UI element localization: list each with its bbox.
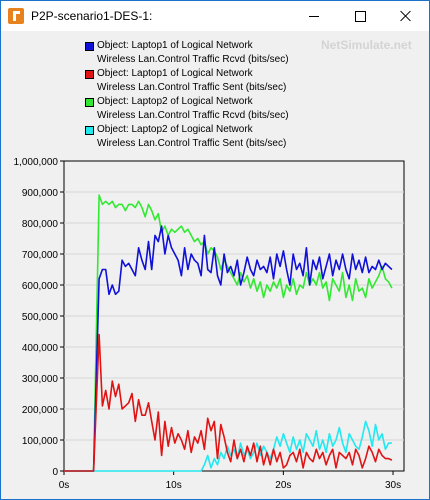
y-tick-label: 800,000: [22, 219, 59, 230]
y-tick-label: 200,000: [22, 405, 59, 416]
x-tick-label: 20s: [275, 480, 291, 491]
legend-series-metric: Wireless Lan.Control Traffic Sent (bits/…: [97, 138, 287, 149]
legend-swatch-blue: [85, 42, 94, 51]
series-line: [64, 333, 393, 472]
series-line: [64, 225, 393, 472]
legend-series-name: Object: Laptop1 of Logical Network: [97, 68, 253, 79]
x-tick-label: 30s: [385, 480, 401, 491]
y-tick-label: 600,000: [22, 281, 59, 292]
legend-series-name: Object: Laptop1 of Logical Network: [97, 40, 253, 51]
legend-series-name: Object: Laptop2 of Logical Network: [97, 96, 253, 107]
y-tick-label: 0: [52, 467, 58, 478]
y-tick-label: 100,000: [22, 436, 59, 447]
legend-series-metric: Wireless Lan.Control Traffic Rcvd (bits/…: [97, 54, 289, 65]
y-tick-label: 500,000: [22, 312, 59, 323]
legend-swatch-red: [85, 70, 94, 79]
legend-swatch-cyan: [85, 126, 94, 135]
legend-series-metric: Wireless Lan.Control Traffic Rcvd (bits/…: [97, 110, 289, 121]
maximize-button[interactable]: [337, 1, 383, 31]
series-line: [64, 420, 392, 472]
watermark: NetSimulate.net: [321, 38, 412, 52]
y-tick-label: 900,000: [22, 188, 59, 199]
y-tick-label: 1,000,000: [14, 157, 59, 168]
minimize-icon: [309, 15, 319, 17]
x-tick-label: 10s: [166, 480, 182, 491]
app-icon: [8, 8, 24, 24]
title-bar[interactable]: P2P-scenario1-DES-1:: [1, 1, 429, 31]
x-tick-label: 0s: [59, 480, 70, 491]
legend-swatch-green: [85, 98, 94, 107]
y-tick-label: 700,000: [22, 250, 59, 261]
minimize-button[interactable]: [291, 1, 337, 31]
window-title: P2P-scenario1-DES-1:: [31, 9, 153, 23]
legend-series-name: Object: Laptop2 of Logical Network: [97, 124, 253, 135]
maximize-icon: [354, 10, 366, 22]
legend-series-metric: Wireless Lan.Control Traffic Sent (bits/…: [97, 82, 287, 93]
y-tick-label: 300,000: [22, 374, 59, 385]
y-tick-label: 400,000: [22, 343, 59, 354]
